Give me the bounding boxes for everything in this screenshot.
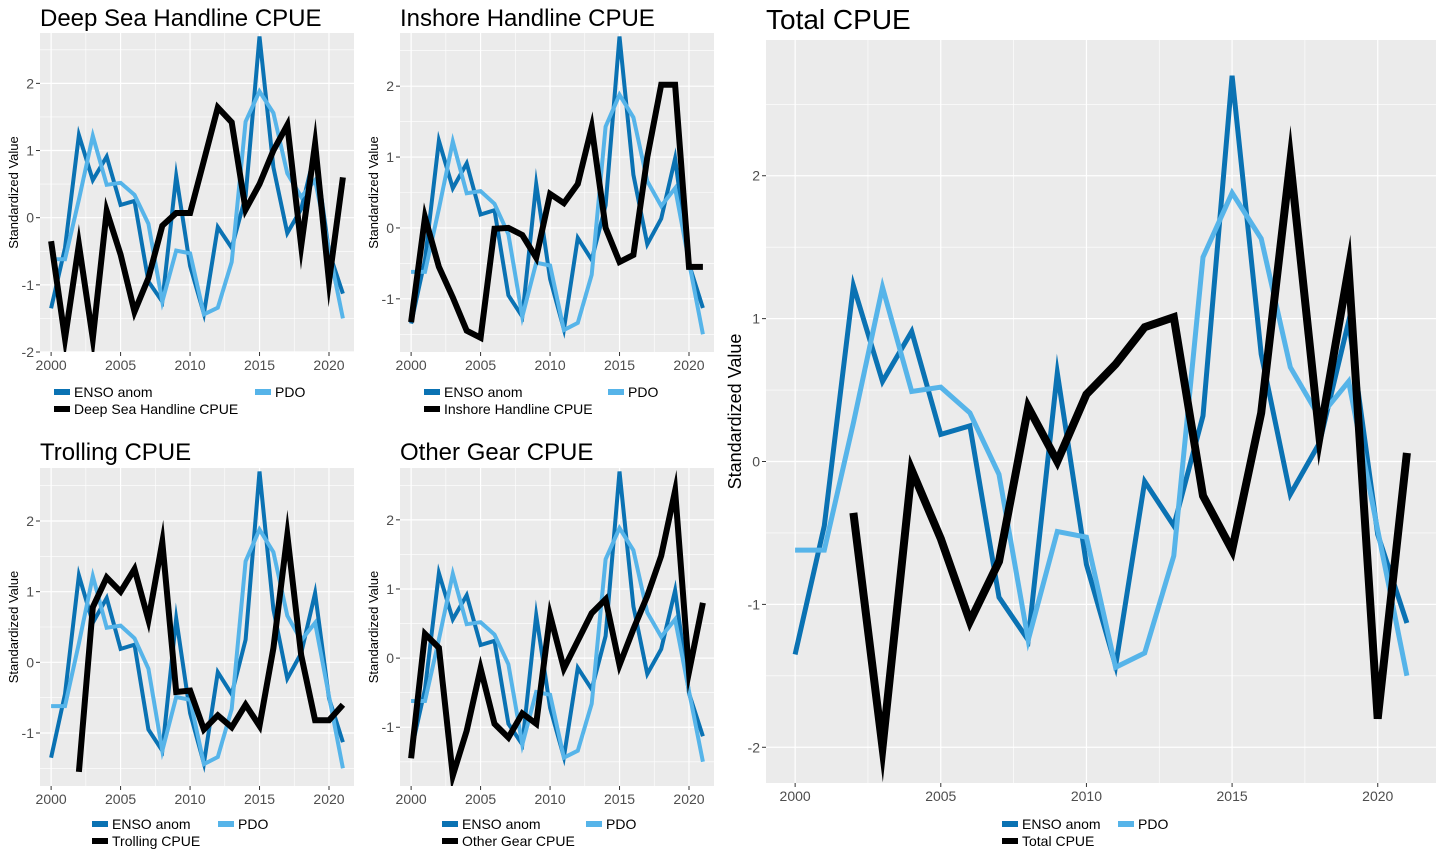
x-tick-label: 2015 <box>1217 788 1248 804</box>
y-tick-label: -1 <box>748 596 761 612</box>
x-tick-label: 2000 <box>780 788 811 804</box>
y-tick-label: 0 <box>26 654 34 670</box>
x-tick-label: 2020 <box>313 357 344 373</box>
chart-title: Other Gear CPUE <box>400 439 593 466</box>
series-line-pdo <box>411 90 705 335</box>
y-tick-label: 0 <box>386 220 394 236</box>
y-axis-title: Standardized Value <box>6 136 21 249</box>
chart-title: Deep Sea Handline CPUE <box>40 5 322 32</box>
x-tick-label: 2010 <box>1071 788 1102 804</box>
y-tick-label: 0 <box>386 650 394 666</box>
legend-label: Inshore Handline CPUE <box>444 401 593 417</box>
y-tick-label: 1 <box>386 149 394 165</box>
y-axis-title: Standardized Value <box>725 334 745 490</box>
x-tick-label: 2010 <box>534 357 565 373</box>
chart-title: Trolling CPUE <box>40 439 191 466</box>
y-tick-label: -1 <box>22 725 35 741</box>
legend-label: ENSO anom <box>74 384 153 400</box>
x-tick-label: 2010 <box>534 791 565 807</box>
series-line-cpue <box>408 81 703 343</box>
x-tick-label: 2000 <box>396 357 427 373</box>
x-tick-label: 2005 <box>465 357 496 373</box>
y-axis-title: Standardized Value <box>366 136 381 249</box>
chart-total: Total CPUE 2000 2005 2010 2015 2020 -2 -1 0 1 2 Sta… <box>725 4 1436 849</box>
legend-label: PDO <box>628 384 658 400</box>
x-tick-label: 2020 <box>313 791 344 807</box>
x-tick-label: 2005 <box>465 791 496 807</box>
y-tick-label: 0 <box>752 454 760 470</box>
x-tick-label: 2005 <box>105 791 136 807</box>
legend-label: Total CPUE <box>1022 833 1094 849</box>
series-line-cpue <box>75 509 346 773</box>
legend-label: ENSO anom <box>112 816 191 832</box>
x-tick-label: 2020 <box>1362 788 1393 804</box>
series-group <box>792 75 1411 783</box>
x-tick-label: 2015 <box>604 791 635 807</box>
legend-label: Trolling CPUE <box>112 833 200 849</box>
y-tick-label: -1 <box>22 277 35 293</box>
series-group <box>49 471 346 773</box>
y-tick-label: 0 <box>26 210 34 226</box>
series-line-pdo <box>795 187 1410 677</box>
series-line-cpue <box>849 125 1411 783</box>
series-line-pdo <box>51 525 345 769</box>
y-axis-title: Standardized Value <box>366 571 381 684</box>
y-tick-label: 2 <box>386 512 394 528</box>
x-tick-label: 2005 <box>925 788 956 804</box>
x-tick-label: 2010 <box>174 791 205 807</box>
legend-label: ENSO anom <box>462 816 541 832</box>
plot-panel <box>766 40 1436 783</box>
y-tick-label: 2 <box>26 75 34 91</box>
y-tick-label: -2 <box>748 739 761 755</box>
series-line-pdo <box>411 523 705 763</box>
legend-label: PDO <box>238 816 268 832</box>
legend-label: Other Gear CPUE <box>462 833 575 849</box>
y-tick-label: 1 <box>752 311 760 327</box>
y-tick-label: -1 <box>382 291 395 307</box>
legend-label: ENSO anom <box>1022 816 1101 832</box>
y-tick-label: 1 <box>386 581 394 597</box>
series-line-enso <box>792 75 1410 678</box>
y-tick-label: 2 <box>386 78 394 94</box>
chart-trolling: Trolling CPUE 2000 2005 2010 2015 2020 -1 0 1 2 St… <box>6 439 354 849</box>
legend-label: PDO <box>1138 816 1168 832</box>
chart-title: Inshore Handline CPUE <box>400 5 655 32</box>
series-group <box>48 36 346 352</box>
x-tick-label: 2020 <box>673 357 704 373</box>
y-tick-label: -1 <box>382 719 395 735</box>
x-tick-label: 2005 <box>105 357 136 373</box>
x-tick-label: 2010 <box>174 357 205 373</box>
legend-label: PDO <box>275 384 305 400</box>
x-tick-label: 2000 <box>36 791 67 807</box>
y-tick-label: -2 <box>22 344 35 360</box>
y-tick-label: 2 <box>26 513 34 529</box>
y-tick-label: 2 <box>752 168 760 184</box>
legend-label: PDO <box>606 816 636 832</box>
series-line-cpue <box>48 101 346 352</box>
y-axis-title: Standardized Value <box>6 571 21 684</box>
chart-other-gear: Other Gear CPUE 2000 2005 2010 2015 2020 -1 0 1 2… <box>366 439 714 849</box>
legend-label: Deep Sea Handline CPUE <box>74 401 238 417</box>
chart-title: Total CPUE <box>766 4 911 35</box>
series-group <box>408 469 706 786</box>
legend-label: ENSO anom <box>444 384 523 400</box>
x-tick-label: 2020 <box>673 791 704 807</box>
x-tick-label: 2000 <box>36 357 67 373</box>
y-tick-label: 1 <box>26 584 34 600</box>
y-tick-label: 1 <box>26 143 34 159</box>
x-tick-label: 2015 <box>604 357 635 373</box>
series-group <box>408 36 705 343</box>
x-tick-label: 2015 <box>244 791 275 807</box>
x-tick-label: 2015 <box>244 357 275 373</box>
x-tick-label: 2000 <box>396 791 427 807</box>
series-line-cpue <box>408 469 706 786</box>
